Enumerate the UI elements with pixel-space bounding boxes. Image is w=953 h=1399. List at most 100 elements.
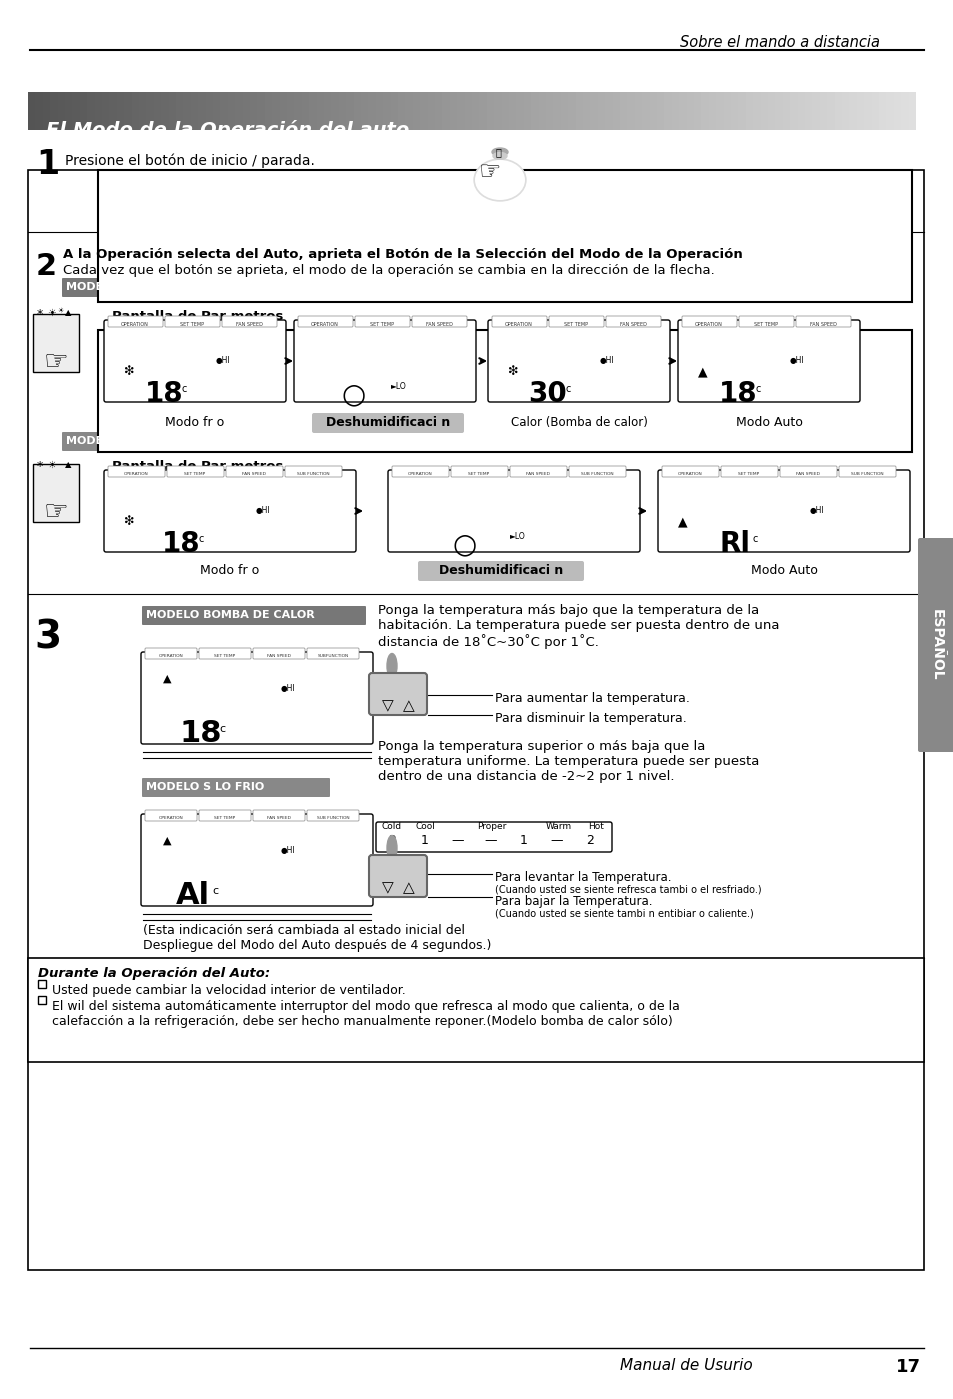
- Bar: [442, 92, 450, 130]
- Bar: [43, 92, 51, 130]
- Ellipse shape: [387, 835, 396, 860]
- Bar: [51, 92, 57, 130]
- Text: FAN SPEED: FAN SPEED: [235, 322, 262, 327]
- Text: OPERATION: OPERATION: [158, 653, 183, 658]
- Bar: [449, 92, 456, 130]
- Bar: [848, 92, 856, 130]
- Bar: [582, 92, 590, 130]
- Bar: [479, 92, 486, 130]
- Text: ●HI: ●HI: [789, 355, 803, 365]
- FancyBboxPatch shape: [165, 316, 220, 327]
- Text: Para bajar la Temperatura.: Para bajar la Temperatura.: [495, 895, 652, 908]
- Text: c: c: [219, 725, 225, 734]
- FancyBboxPatch shape: [307, 810, 358, 821]
- FancyBboxPatch shape: [720, 466, 778, 477]
- Bar: [161, 92, 169, 130]
- Text: ▲: ▲: [65, 460, 71, 469]
- Bar: [98, 330, 911, 452]
- FancyBboxPatch shape: [253, 810, 305, 821]
- FancyBboxPatch shape: [661, 466, 719, 477]
- Text: Para aumentar la temperatura.: Para aumentar la temperatura.: [495, 693, 689, 705]
- Bar: [331, 92, 338, 130]
- FancyBboxPatch shape: [795, 316, 850, 327]
- Bar: [72, 92, 80, 130]
- Text: ☞: ☞: [44, 348, 69, 376]
- Bar: [139, 92, 147, 130]
- Bar: [265, 92, 272, 130]
- Bar: [901, 92, 908, 130]
- Text: OPERATION: OPERATION: [121, 322, 149, 327]
- Bar: [33, 464, 79, 522]
- Bar: [456, 92, 464, 130]
- Bar: [124, 92, 132, 130]
- Bar: [33, 313, 79, 372]
- Bar: [102, 92, 110, 130]
- Text: ●HI: ●HI: [809, 506, 823, 515]
- Text: Despliegue del Modo del Auto después de 4 segundos.): Despliegue del Modo del Auto después de …: [143, 939, 491, 951]
- Text: —: —: [452, 834, 464, 846]
- Text: Deshumidificaci n: Deshumidificaci n: [326, 416, 450, 429]
- FancyBboxPatch shape: [199, 810, 251, 821]
- Bar: [494, 92, 501, 130]
- Text: FAN SPEED: FAN SPEED: [809, 322, 836, 327]
- Bar: [509, 92, 516, 130]
- Text: Hot: Hot: [587, 823, 603, 831]
- Text: OPERATION: OPERATION: [407, 471, 432, 476]
- Bar: [598, 92, 604, 130]
- Text: ●HI: ●HI: [599, 355, 614, 365]
- Text: MODELO S LO FRIO: MODELO S LO FRIO: [66, 436, 184, 446]
- Bar: [38, 996, 46, 1004]
- Bar: [80, 92, 88, 130]
- Bar: [57, 92, 65, 130]
- Bar: [738, 92, 745, 130]
- Text: ☞: ☞: [478, 159, 500, 185]
- FancyBboxPatch shape: [451, 466, 507, 477]
- FancyBboxPatch shape: [369, 855, 427, 897]
- Text: —: —: [484, 834, 497, 846]
- Bar: [383, 92, 391, 130]
- Text: SET TEMP: SET TEMP: [738, 471, 759, 476]
- Bar: [575, 92, 582, 130]
- Text: ►LO: ►LO: [391, 382, 406, 390]
- Bar: [28, 958, 923, 1062]
- Text: Modo Auto: Modo Auto: [750, 564, 817, 576]
- Text: SET TEMP: SET TEMP: [563, 322, 587, 327]
- Text: Para levantar la Temperatura.: Para levantar la Temperatura.: [495, 872, 671, 884]
- Text: △: △: [402, 698, 415, 713]
- Text: MODELO BOMBA DE CALOR: MODELO BOMBA DE CALOR: [66, 283, 234, 292]
- Text: *: *: [37, 460, 43, 473]
- Text: OPERATION: OPERATION: [677, 471, 701, 476]
- FancyBboxPatch shape: [392, 466, 449, 477]
- Bar: [716, 92, 723, 130]
- Text: Ponga la temperatura superior o más baja que la: Ponga la temperatura superior o más baja…: [377, 740, 704, 753]
- Text: 18: 18: [179, 719, 222, 748]
- FancyBboxPatch shape: [226, 466, 283, 477]
- Bar: [435, 92, 442, 130]
- Bar: [153, 92, 161, 130]
- Text: ●HI: ●HI: [281, 684, 295, 693]
- Bar: [663, 92, 671, 130]
- FancyBboxPatch shape: [681, 316, 737, 327]
- Bar: [878, 92, 885, 130]
- Text: Warm: Warm: [545, 823, 572, 831]
- Text: 18: 18: [718, 381, 757, 409]
- FancyBboxPatch shape: [568, 466, 625, 477]
- Text: ○: ○: [453, 530, 476, 558]
- Text: SUB FUNCTION: SUB FUNCTION: [580, 471, 613, 476]
- Text: —: —: [550, 834, 562, 846]
- FancyBboxPatch shape: [108, 466, 165, 477]
- Text: ●HI: ●HI: [255, 506, 271, 515]
- Text: FAN SPEED: FAN SPEED: [242, 471, 266, 476]
- FancyBboxPatch shape: [307, 648, 358, 659]
- Bar: [797, 92, 804, 130]
- FancyBboxPatch shape: [199, 648, 251, 659]
- Bar: [191, 92, 198, 130]
- Text: OPERATION: OPERATION: [695, 322, 722, 327]
- FancyBboxPatch shape: [375, 823, 612, 852]
- Text: SET TEMP: SET TEMP: [214, 816, 235, 820]
- Text: SUBFUNCTION: SUBFUNCTION: [317, 653, 348, 658]
- Text: c: c: [565, 383, 571, 395]
- Text: Cada vez que el botón se aprieta, el modo de la operación se cambia en la direcc: Cada vez que el botón se aprieta, el mod…: [63, 264, 714, 277]
- FancyBboxPatch shape: [510, 466, 566, 477]
- FancyBboxPatch shape: [678, 320, 859, 402]
